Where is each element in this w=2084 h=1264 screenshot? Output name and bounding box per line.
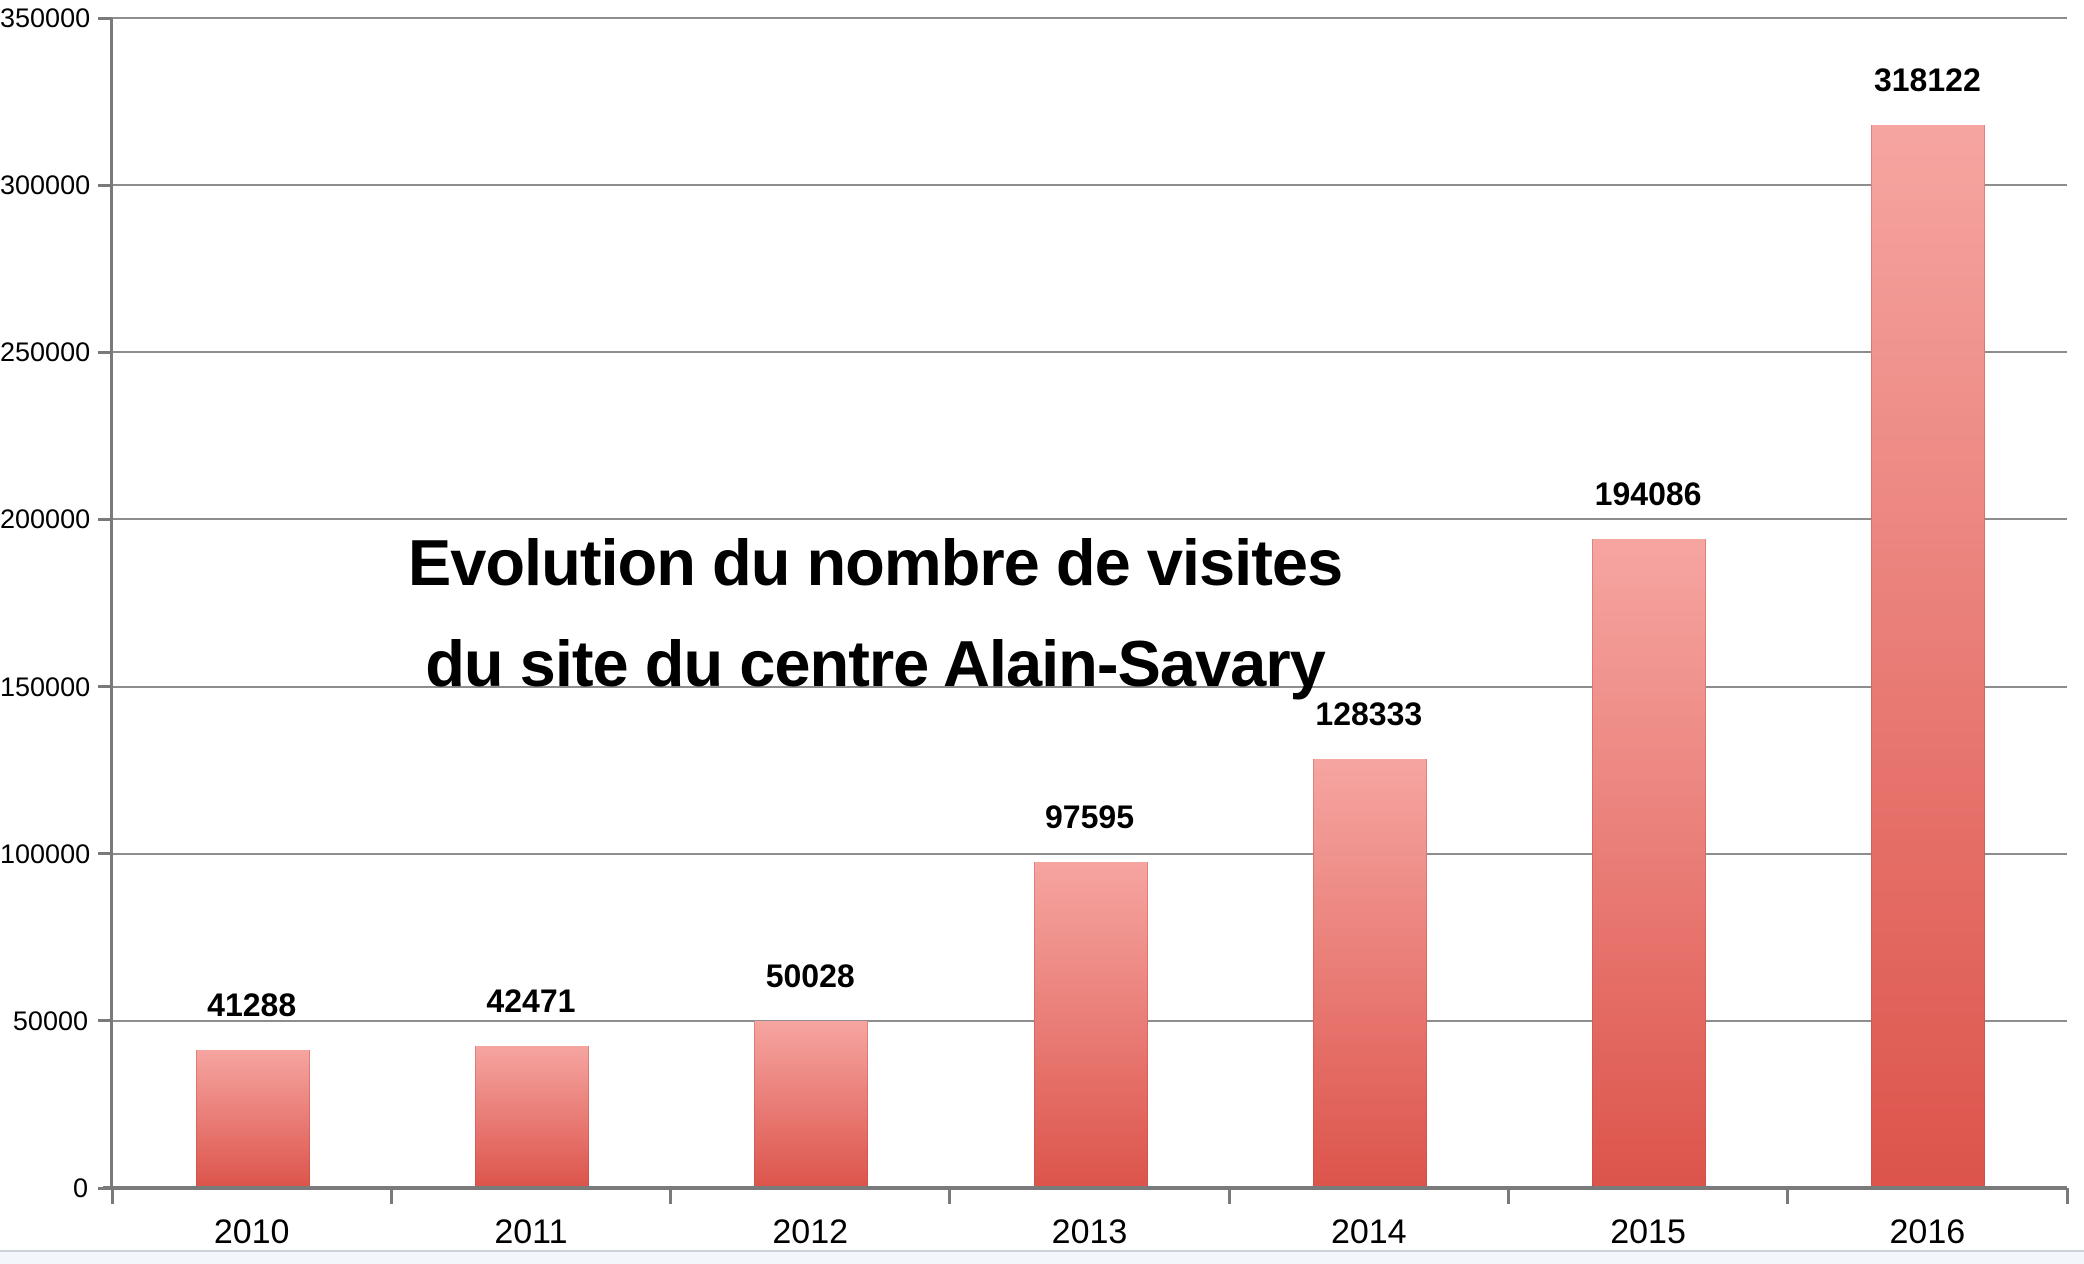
x-tick-mark [1227,1188,1231,1204]
y-tick-label: 0 [72,1173,88,1203]
gridline [112,351,2067,354]
bottom-strip [0,1250,2084,1264]
x-tick-mark [2065,1188,2069,1204]
y-tick-label: 350000 [0,3,91,33]
x-axis-line [103,1186,2067,1190]
y-tick-mark [98,685,112,689]
bar [1312,759,1427,1188]
y-tick-label: 250000 [0,337,91,368]
x-tick-mark [110,1188,114,1204]
x-tick-label: 2013 [1051,1213,1128,1251]
x-tick-mark [948,1188,952,1204]
x-tick-label: 2011 [494,1213,568,1251]
gridline [112,685,2067,688]
x-tick-label: 2014 [1330,1213,1407,1251]
y-tick-mark [98,350,112,354]
y-tick-label: 300000 [0,170,91,201]
bar-value-label: 50028 [765,957,855,994]
y-tick-mark [98,517,112,521]
y-tick-mark [98,1019,112,1023]
bar [195,1049,310,1188]
y-axis-line [110,18,113,1190]
x-tick-mark [669,1188,673,1204]
x-tick-mark [1506,1188,1510,1204]
chart-title: Evolution du nombre de visites du site d… [290,512,1460,714]
gridline [112,17,2067,19]
y-tick-mark [98,183,112,187]
x-tick-mark [1786,1188,1790,1204]
bar [1033,861,1148,1188]
x-tick-label: 2015 [1610,1213,1686,1251]
y-tick-mark [98,852,112,856]
chart-title-line2: du site du centre Alain-Savary [425,627,1326,700]
bar-value-label: 97595 [1045,798,1134,835]
x-tick-label: 2012 [772,1213,849,1251]
x-tick-label: 2016 [1889,1213,1966,1251]
y-tick-label: 50000 [12,1005,88,1036]
gridline [112,184,2067,187]
y-tick-mark [98,16,112,20]
bar [1871,124,1986,1188]
bar-value-label: 318122 [1873,61,1981,98]
x-tick-mark [389,1188,393,1204]
bar [1592,539,1707,1188]
bar-value-label: 42471 [486,983,576,1020]
y-tick-label: 200000 [0,504,91,535]
chart-title-line1: Evolution du nombre de visites [407,526,1343,599]
bar [474,1046,589,1188]
gridline [112,852,2067,855]
bar-value-label: 41288 [207,986,297,1023]
x-tick-label: 2010 [213,1213,290,1251]
plot-area: 0 50000 100000 150000 200000 250000 300000 3500… [0,3,2069,1250]
bar [754,1020,869,1188]
bar-value-label: 128333 [1315,696,1423,732]
y-tick-label: 100000 [0,838,91,869]
bar-value-label: 194086 [1594,476,1702,513]
y-tick-mark [98,1186,112,1190]
gridline [112,518,2067,521]
y-tick-label: 150000 [0,671,91,702]
